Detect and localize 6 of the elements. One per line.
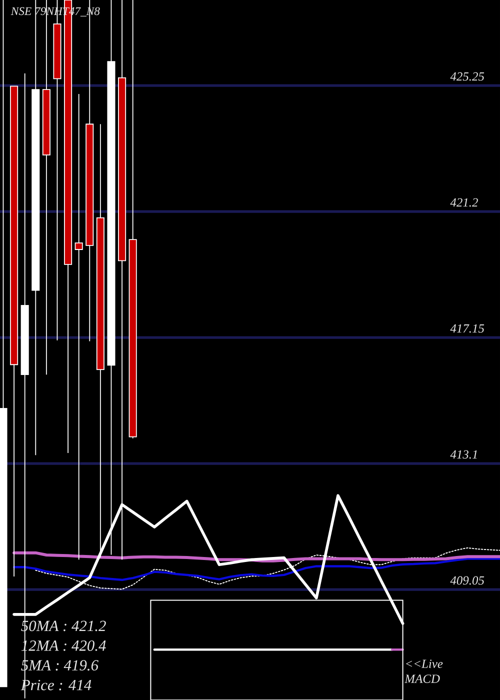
y-tick-label: 413.1 <box>450 450 477 459</box>
y-tick-label: 421.2 <box>450 198 478 207</box>
annotation: <<Live MACD <box>404 660 443 683</box>
y-tick-label: 417.15 <box>450 324 484 333</box>
y-tick-label: 409.05 <box>450 576 484 585</box>
y-tick-label: 425.25 <box>450 72 484 81</box>
